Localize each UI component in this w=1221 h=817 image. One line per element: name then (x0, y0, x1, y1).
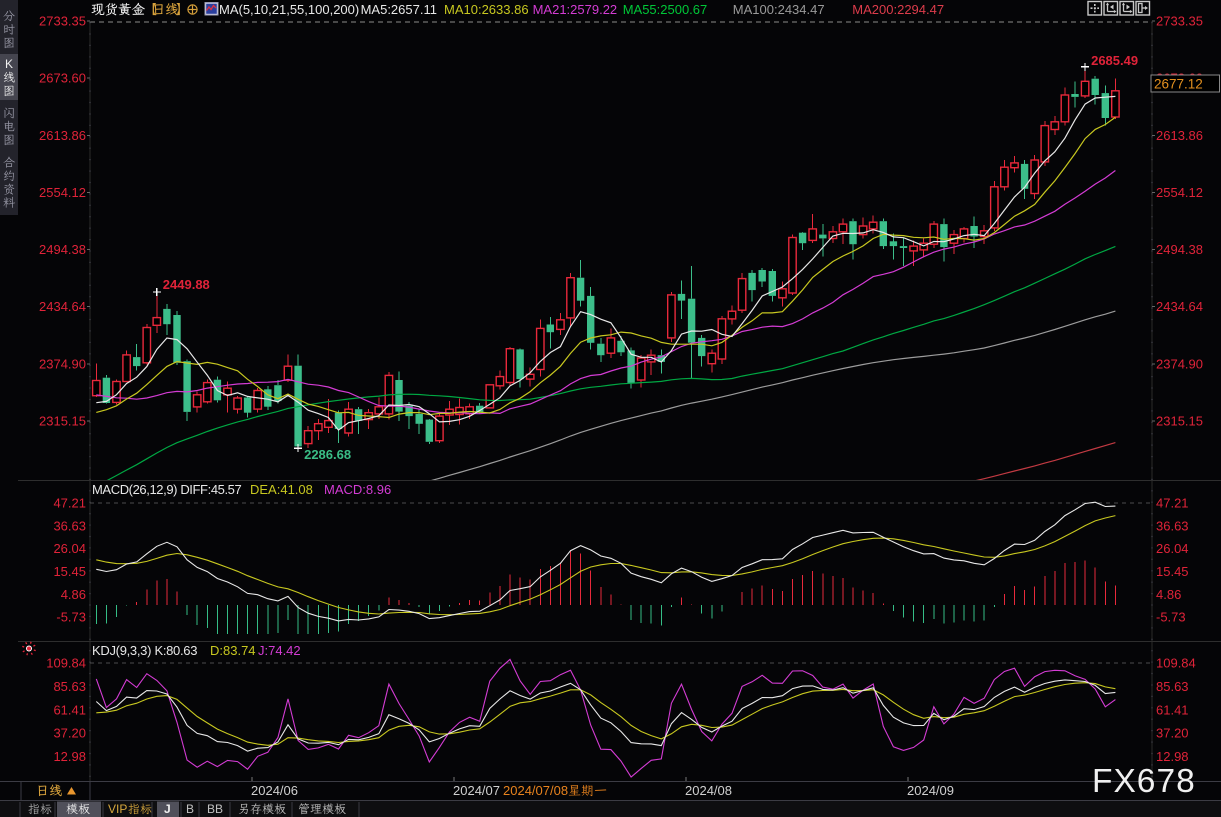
svg-text:MA200:2294.47: MA200:2294.47 (852, 2, 944, 17)
svg-text:61.41: 61.41 (53, 702, 86, 717)
svg-text:4.86: 4.86 (1156, 587, 1181, 602)
svg-text:2374.90: 2374.90 (39, 356, 86, 371)
svg-text:47.21: 47.21 (1156, 496, 1189, 511)
svg-text:15.45: 15.45 (1156, 564, 1189, 579)
svg-text:2315.15: 2315.15 (1156, 414, 1203, 429)
svg-text:B: B (186, 802, 194, 816)
svg-text:109.84: 109.84 (1156, 656, 1196, 671)
svg-text:BB: BB (207, 802, 223, 816)
svg-text:MA100:2434.47: MA100:2434.47 (733, 2, 825, 17)
svg-text:85.63: 85.63 (53, 679, 86, 694)
svg-text:47.21: 47.21 (53, 496, 86, 511)
svg-text:2554.12: 2554.12 (1156, 185, 1203, 200)
svg-text:KDJ(9,3,3) K:80.63: KDJ(9,3,3) K:80.63 (92, 643, 197, 658)
svg-text:61.41: 61.41 (1156, 702, 1189, 717)
svg-text:36.63: 36.63 (1156, 518, 1189, 533)
svg-text:37.20: 37.20 (53, 726, 86, 741)
svg-text:MACD:8.96: MACD:8.96 (324, 482, 391, 497)
svg-text:J:74.42: J:74.42 (258, 643, 301, 658)
svg-text:15.45: 15.45 (53, 564, 86, 579)
svg-text:36.63: 36.63 (53, 518, 86, 533)
svg-text:2434.64: 2434.64 (39, 299, 86, 314)
svg-text:2494.38: 2494.38 (39, 242, 86, 257)
svg-text:MA55:2500.67: MA55:2500.67 (623, 2, 708, 17)
svg-text:2613.86: 2613.86 (39, 128, 86, 143)
svg-text:MACD(26,12,9) DIFF:45.57: MACD(26,12,9) DIFF:45.57 (92, 482, 242, 497)
svg-text:MA5:2657.11: MA5:2657.11 (361, 2, 437, 17)
svg-text:2024/07: 2024/07 (453, 783, 500, 798)
svg-text:-5.73: -5.73 (56, 610, 86, 625)
svg-text:26.04: 26.04 (1156, 541, 1189, 556)
svg-text:12.98: 12.98 (1156, 749, 1189, 764)
svg-text:2677.12: 2677.12 (1154, 77, 1203, 92)
svg-text:D:83.74: D:83.74 (210, 643, 256, 658)
svg-text:109.84: 109.84 (46, 656, 86, 671)
svg-text:MA(5,10,21,55,100,200): MA(5,10,21,55,100,200) (219, 2, 359, 17)
svg-text:FX678: FX678 (1092, 763, 1196, 800)
svg-text:VIP: VIP (108, 802, 127, 816)
svg-text:2024/09: 2024/09 (907, 783, 954, 798)
svg-text:2449.88: 2449.88 (163, 277, 210, 292)
svg-text:MA10:2633.86: MA10:2633.86 (444, 2, 529, 17)
svg-text:26.04: 26.04 (53, 541, 86, 556)
svg-text:2286.68: 2286.68 (304, 447, 351, 462)
svg-text:-5.73: -5.73 (1156, 610, 1186, 625)
svg-text:12.98: 12.98 (53, 749, 86, 764)
svg-text:2434.64: 2434.64 (1156, 299, 1203, 314)
svg-text:37.20: 37.20 (1156, 726, 1189, 741)
svg-text:2733.35: 2733.35 (39, 14, 86, 29)
svg-text:MA21:2579.22: MA21:2579.22 (533, 2, 618, 17)
svg-text:2024/06: 2024/06 (251, 783, 298, 798)
svg-text:2494.38: 2494.38 (1156, 242, 1203, 257)
svg-text:2024/07/08: 2024/07/08 (503, 783, 568, 798)
svg-text:85.63: 85.63 (1156, 679, 1189, 694)
svg-text:2613.86: 2613.86 (1156, 128, 1203, 143)
svg-text:2673.60: 2673.60 (39, 71, 86, 86)
svg-text:2315.15: 2315.15 (39, 414, 86, 429)
svg-text:4.86: 4.86 (61, 587, 86, 602)
svg-text:K: K (5, 57, 13, 71)
svg-text:DEA:41.08: DEA:41.08 (250, 482, 313, 497)
svg-text:2374.90: 2374.90 (1156, 356, 1203, 371)
svg-text:J: J (164, 802, 171, 816)
svg-text:2733.35: 2733.35 (1156, 14, 1203, 29)
svg-text:2554.12: 2554.12 (39, 185, 86, 200)
svg-text:2685.49: 2685.49 (1091, 53, 1138, 68)
svg-text:2024/08: 2024/08 (685, 783, 732, 798)
